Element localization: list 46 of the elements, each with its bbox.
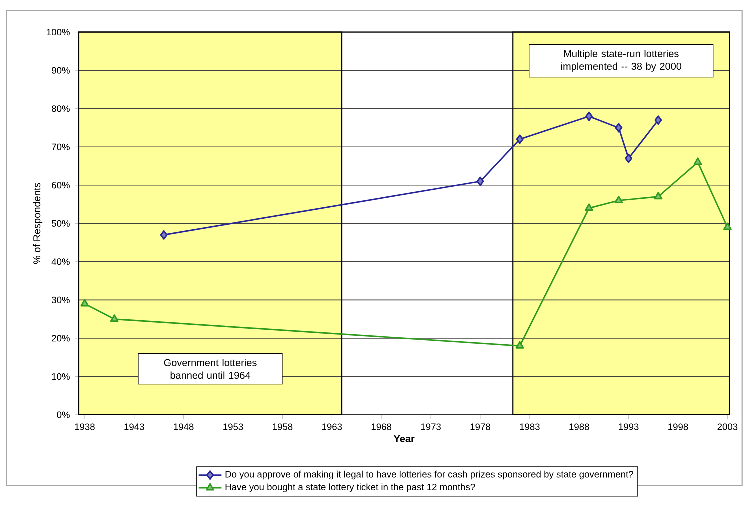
x-tick-label: 1983 — [520, 424, 540, 430]
point — [110, 314, 119, 322]
point — [585, 204, 594, 212]
y-tick-label: 30% — [52, 296, 70, 304]
point — [615, 123, 623, 133]
x-tick-label: 1953 — [224, 424, 244, 430]
x-tick-label: 2003 — [718, 424, 738, 430]
point — [723, 222, 732, 230]
y-tick-label: 100% — [47, 29, 70, 36]
x-axis-title: Year — [394, 435, 415, 442]
point — [516, 134, 524, 144]
y-axis-title: % of Respondents — [33, 183, 43, 264]
x-tick-label: 1948 — [174, 424, 194, 430]
point — [586, 112, 593, 122]
point — [694, 158, 702, 166]
point — [516, 341, 524, 349]
y-tick-label: 70% — [52, 144, 70, 150]
x-tick-label: 1963 — [322, 424, 342, 430]
y-tick-label: 20% — [52, 335, 70, 342]
point — [160, 230, 168, 240]
y-tick-label: 60% — [52, 182, 70, 189]
y-tick-label: 90% — [52, 67, 70, 74]
y-tick-label: 10% — [52, 373, 70, 380]
legend-label: Do you approve of making it legal to have lotteries for cash prizes sponsored by state government? — [226, 470, 634, 480]
y-tick-label: 80% — [52, 106, 70, 112]
x-tick-label: 1998 — [668, 424, 688, 430]
legend-label: Have you bought a state lottery ticket in the past 12 months? — [226, 484, 476, 492]
point — [80, 299, 90, 307]
band-label: Multiple state-run lotteries implemented -- 38 by 2000 — [561, 50, 682, 72]
point — [625, 154, 633, 164]
y-tick-label: 0% — [57, 412, 70, 418]
x-tick-label: 1943 — [124, 424, 144, 430]
x-tick-label: 1968 — [372, 424, 392, 430]
point — [476, 176, 484, 186]
x-tick-label: 1978 — [470, 424, 490, 430]
point — [614, 196, 624, 204]
y-tick-label: 40% — [52, 258, 70, 266]
point — [654, 192, 663, 200]
x-tick-label: 1938 — [75, 424, 95, 430]
y-tick-label: 50% — [52, 220, 70, 227]
band-label: Government lotteries banned until 1964 — [164, 359, 257, 380]
x-tick-label: 1973 — [421, 424, 441, 430]
x-tick-label: 1993 — [619, 424, 639, 430]
point — [654, 116, 662, 126]
x-tick-label: 1958 — [273, 424, 293, 430]
x-tick-label: 1988 — [570, 424, 590, 430]
